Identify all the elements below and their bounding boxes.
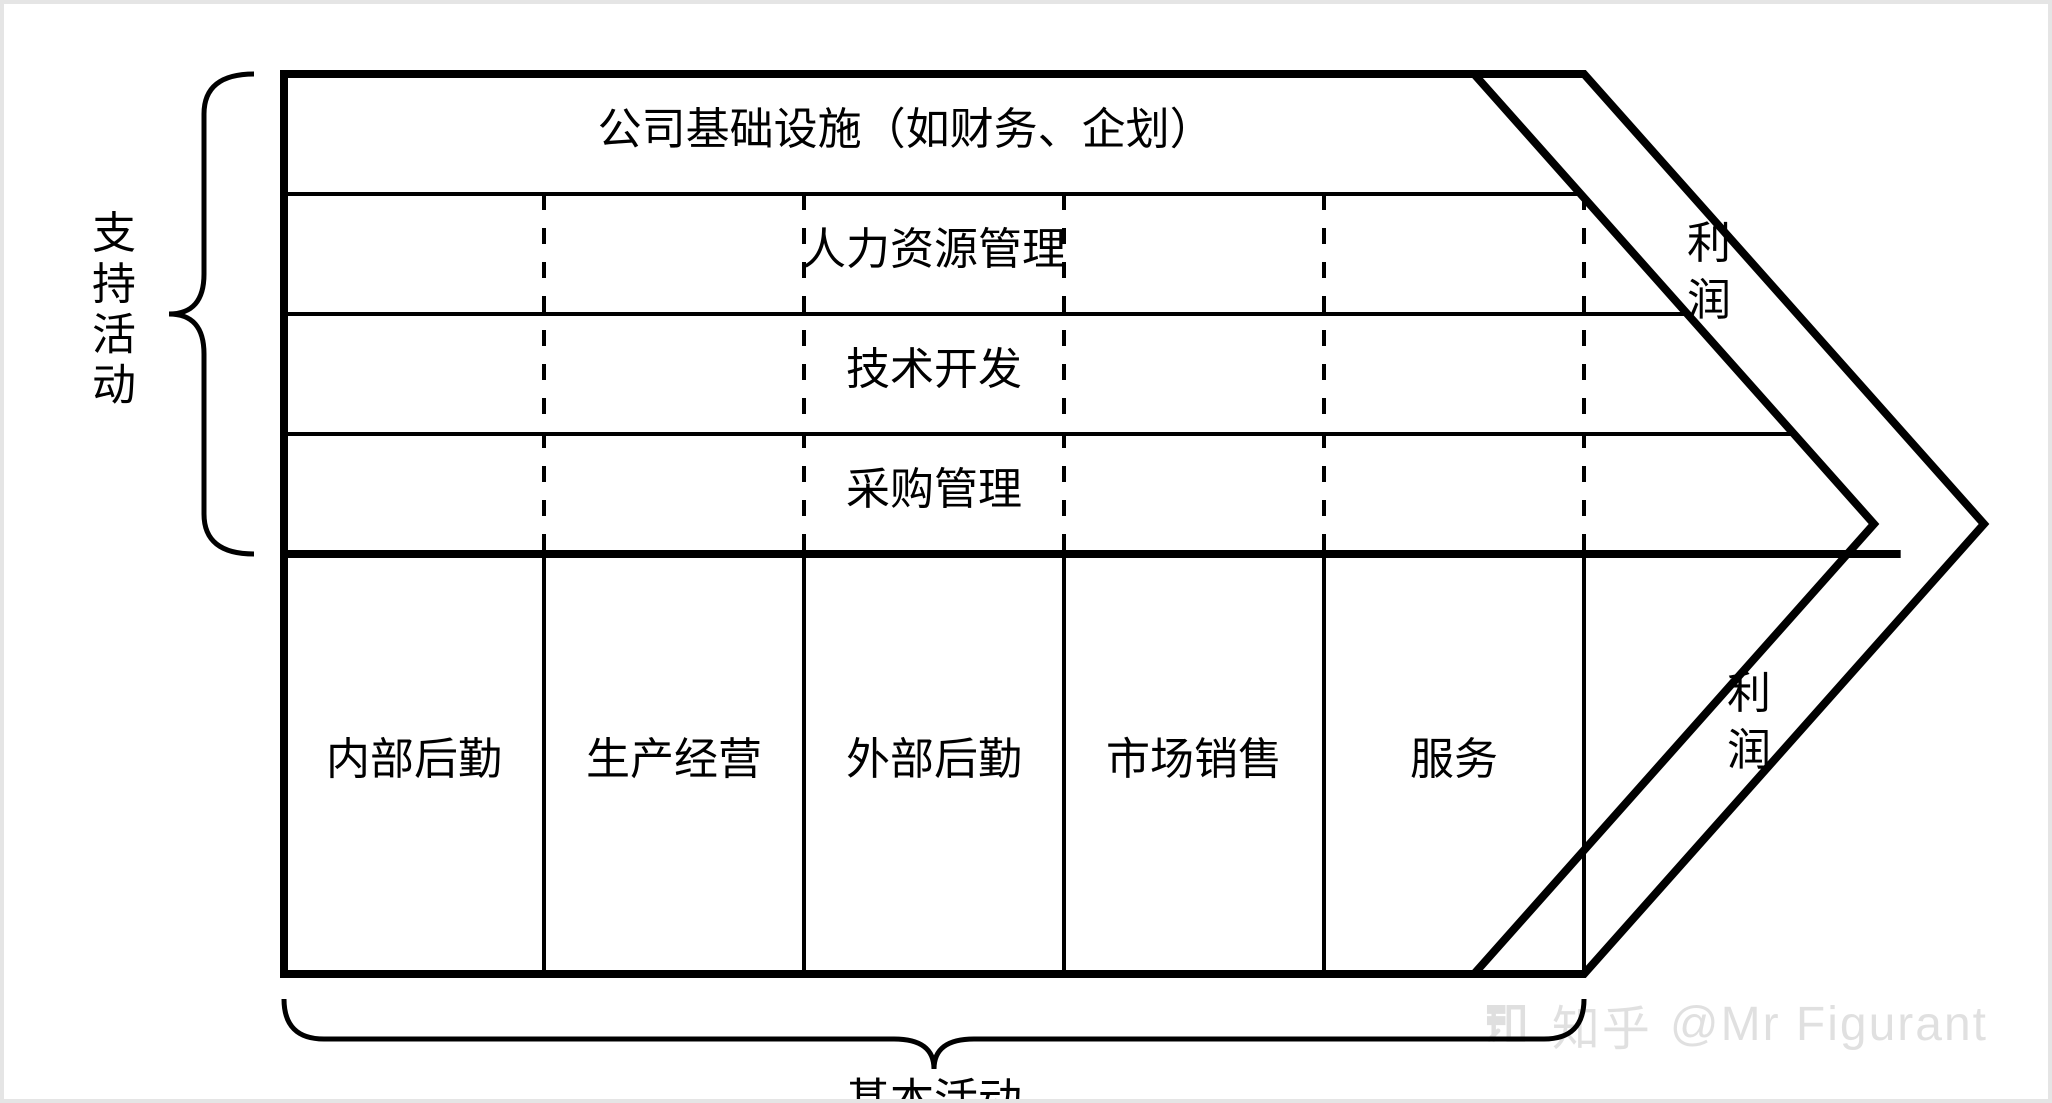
value-chain-diagram: 公司基础设施（如财务、企划） 人力资源管理技术开发采购管理内部后勤 生产经营 外部后勤… — [4, 4, 2048, 1099]
zhihu-icon — [1478, 996, 1534, 1052]
left-label-char: 动 — [92, 361, 136, 410]
watermark: 知乎 @Mr Figurant — [1478, 989, 1988, 1059]
left-label-char: 支 — [92, 209, 136, 258]
watermark-brand: 知乎 — [1552, 989, 1652, 1059]
primary-col-label: 外部后勤 — [846, 735, 1022, 784]
bottom-label: 基本活动 — [846, 1075, 1022, 1099]
bottom-brace — [284, 999, 1584, 1069]
primary-col-label: 服务 — [1410, 735, 1498, 784]
outline — [284, 74, 1984, 974]
margin-label-char: 润 — [1727, 726, 1771, 775]
support-row-label: 人力资源管理 — [802, 225, 1066, 274]
margin-label-char: 利 — [1727, 669, 1771, 718]
margin-inner-chevron — [1474, 74, 1874, 974]
support-row-label: 技术开发 — [846, 345, 1022, 394]
support-row-label: 公司基础设施（如财务、企划） — [598, 105, 1214, 154]
left-brace — [169, 74, 254, 554]
watermark-handle: @Mr Figurant — [1670, 997, 1988, 1052]
margin-label-char: 利 — [1687, 219, 1731, 268]
margin-label-char: 润 — [1687, 276, 1731, 325]
diagram-frame: 公司基础设施（如财务、企划） 人力资源管理技术开发采购管理内部后勤 生产经营 外部后勤… — [0, 0, 2052, 1103]
primary-col-label: 生产经营 — [586, 735, 762, 784]
left-label-char: 持 — [92, 260, 136, 309]
primary-col-label: 内部后勤 — [326, 735, 502, 784]
support-row-label: 采购管理 — [846, 465, 1022, 514]
left-label-char: 活 — [92, 310, 136, 359]
primary-col-label: 市场销售 — [1106, 735, 1282, 784]
